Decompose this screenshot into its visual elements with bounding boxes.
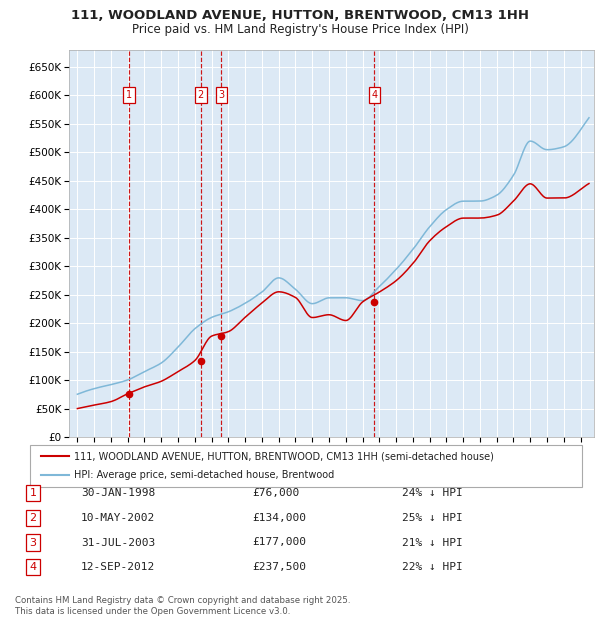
Text: 4: 4	[371, 90, 377, 100]
Text: 30-JAN-1998: 30-JAN-1998	[81, 488, 155, 498]
Text: 12-SEP-2012: 12-SEP-2012	[81, 562, 155, 572]
Text: 21% ↓ HPI: 21% ↓ HPI	[402, 538, 463, 547]
Text: 1: 1	[29, 488, 37, 498]
Text: 2: 2	[198, 90, 204, 100]
Text: 22% ↓ HPI: 22% ↓ HPI	[402, 562, 463, 572]
Text: Price paid vs. HM Land Registry's House Price Index (HPI): Price paid vs. HM Land Registry's House …	[131, 23, 469, 36]
Text: 31-JUL-2003: 31-JUL-2003	[81, 538, 155, 547]
Text: HPI: Average price, semi-detached house, Brentwood: HPI: Average price, semi-detached house,…	[74, 470, 334, 480]
Text: 2: 2	[29, 513, 37, 523]
Text: £76,000: £76,000	[252, 488, 299, 498]
Text: 1: 1	[126, 90, 132, 100]
Text: £237,500: £237,500	[252, 562, 306, 572]
Text: 25% ↓ HPI: 25% ↓ HPI	[402, 513, 463, 523]
Text: 10-MAY-2002: 10-MAY-2002	[81, 513, 155, 523]
Text: 4: 4	[29, 562, 37, 572]
Text: Contains HM Land Registry data © Crown copyright and database right 2025.
This d: Contains HM Land Registry data © Crown c…	[15, 596, 350, 616]
Text: 24% ↓ HPI: 24% ↓ HPI	[402, 488, 463, 498]
Text: £134,000: £134,000	[252, 513, 306, 523]
Text: 111, WOODLAND AVENUE, HUTTON, BRENTWOOD, CM13 1HH (semi-detached house): 111, WOODLAND AVENUE, HUTTON, BRENTWOOD,…	[74, 451, 494, 461]
Text: 111, WOODLAND AVENUE, HUTTON, BRENTWOOD, CM13 1HH: 111, WOODLAND AVENUE, HUTTON, BRENTWOOD,…	[71, 9, 529, 22]
FancyBboxPatch shape	[30, 445, 582, 487]
Text: £177,000: £177,000	[252, 538, 306, 547]
Text: 3: 3	[29, 538, 37, 547]
Text: 3: 3	[218, 90, 224, 100]
